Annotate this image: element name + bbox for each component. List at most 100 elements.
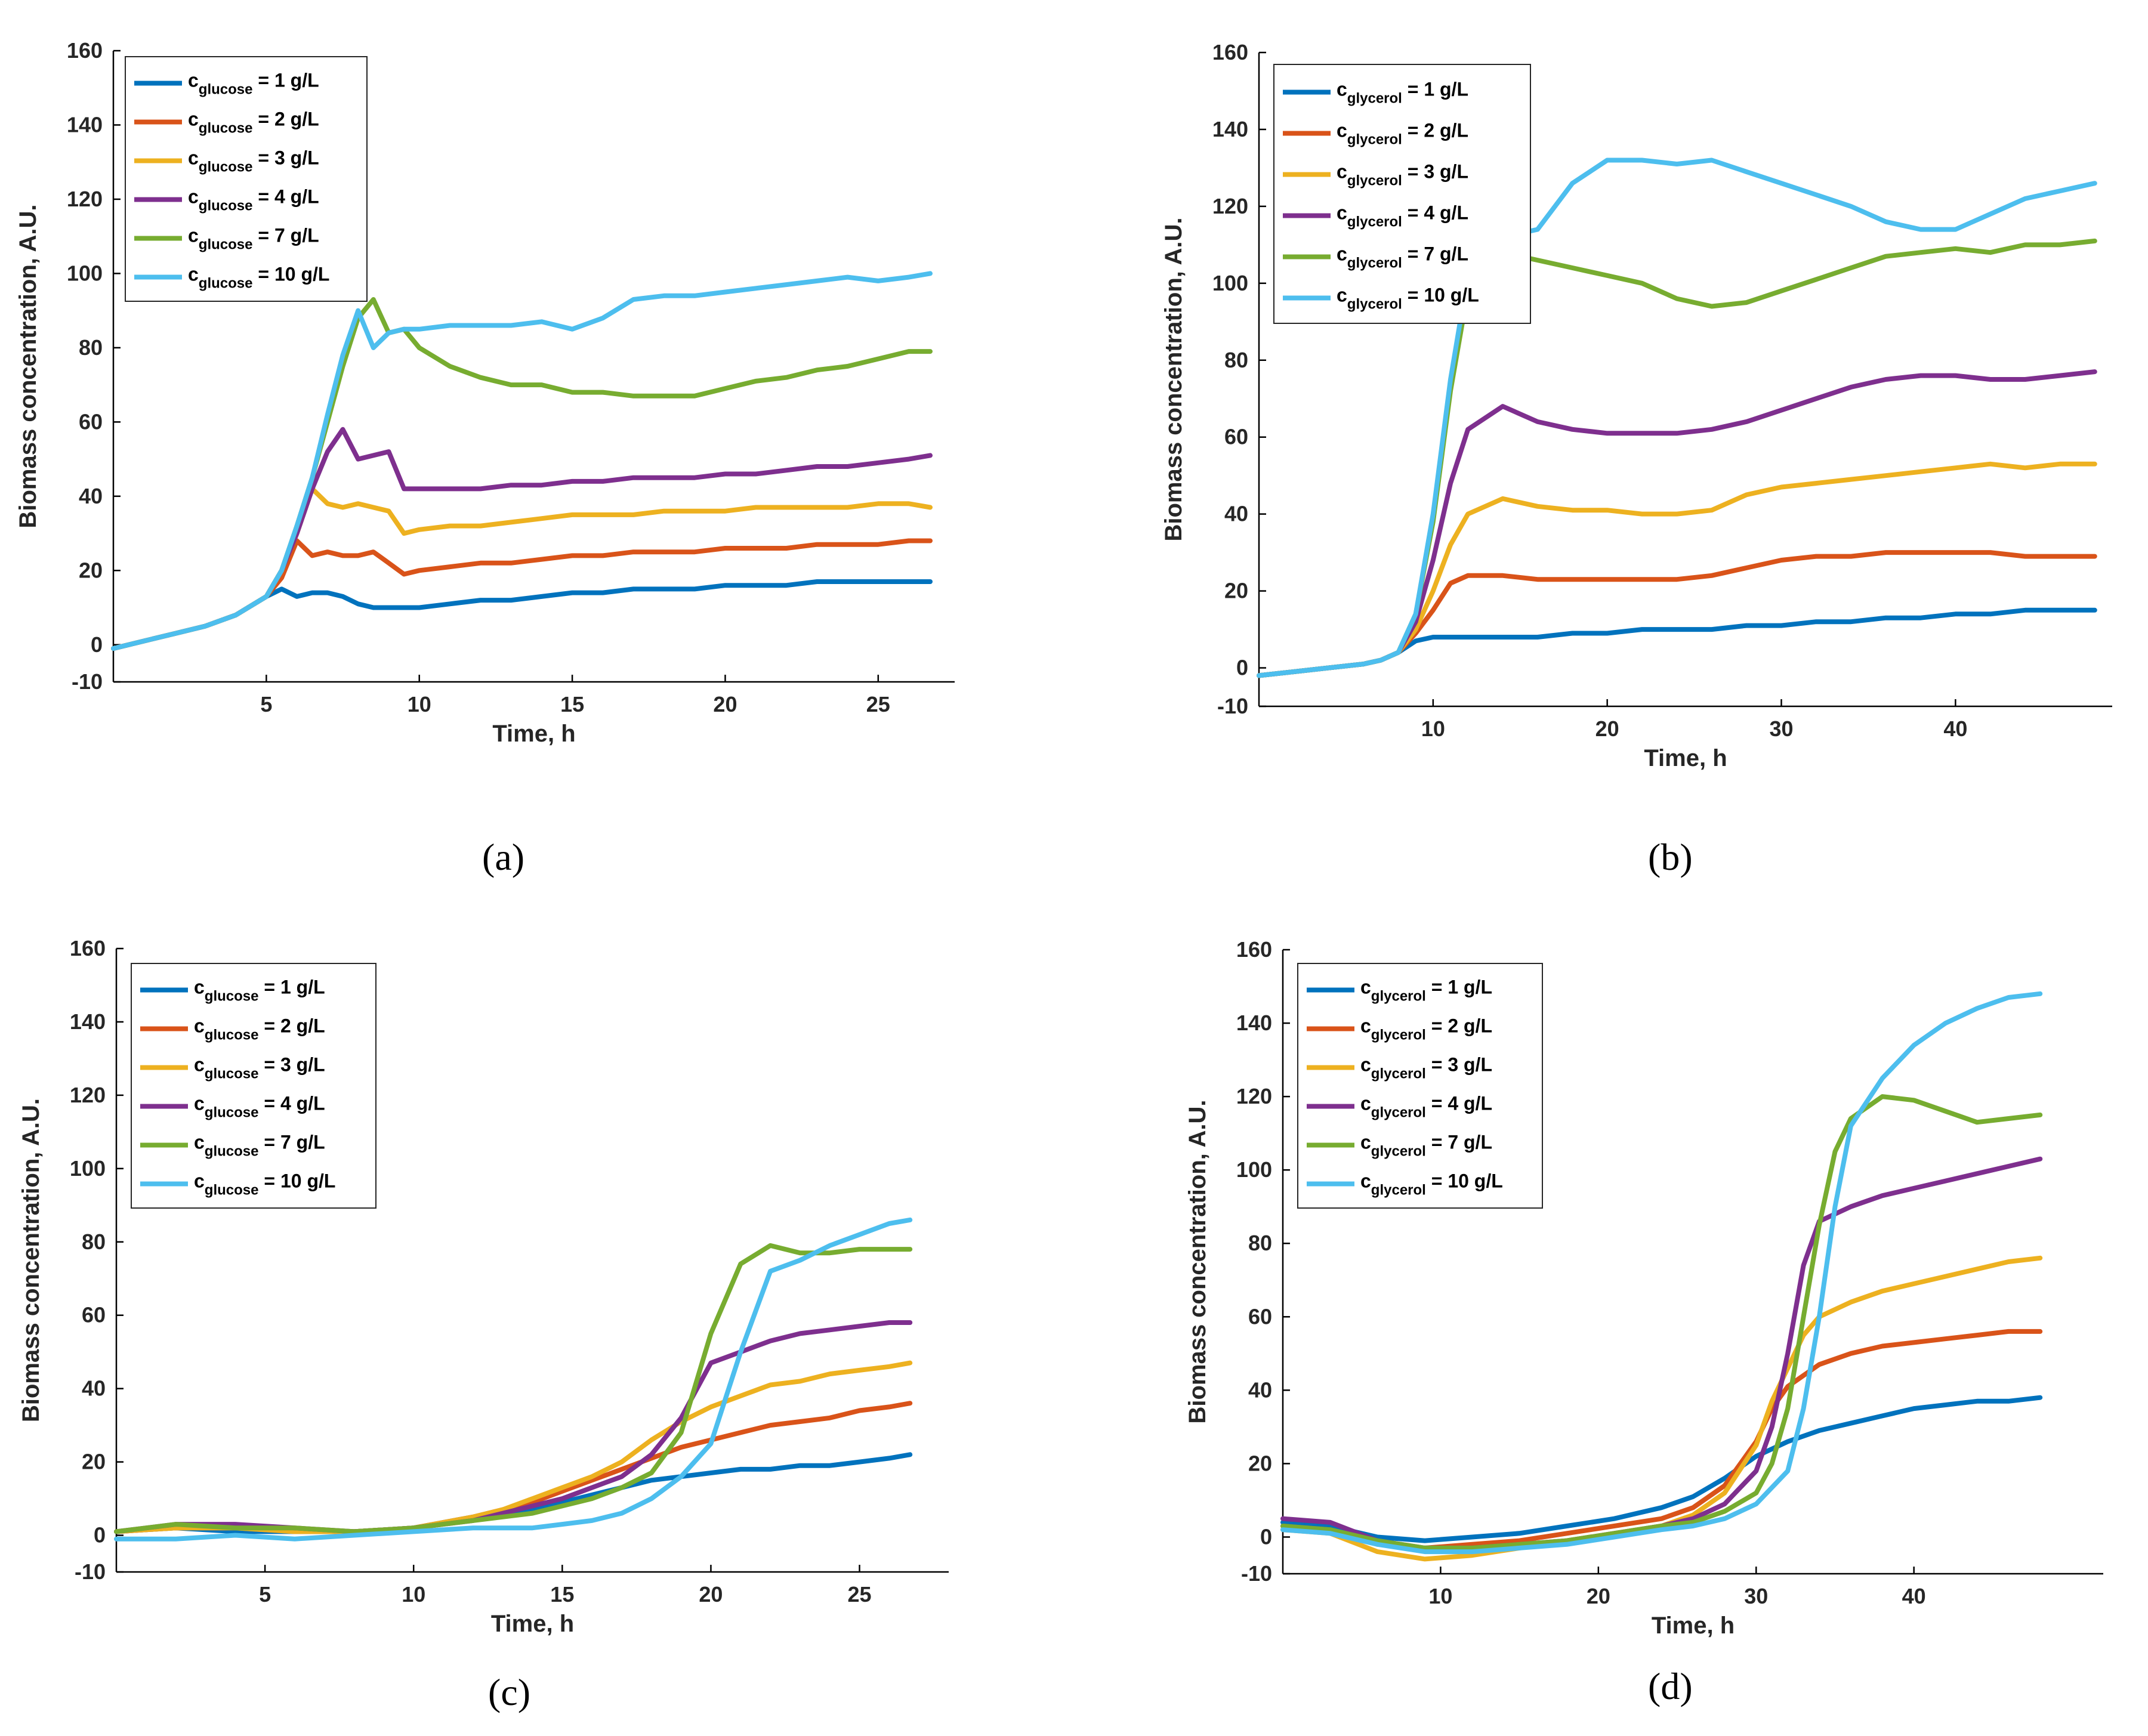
panel-caption-b: (b)	[1648, 836, 1693, 878]
y-axis-label: Biomass concentration, A.U.	[15, 204, 41, 528]
legend-entry: cglucose = 4 g/L	[188, 186, 319, 214]
chart-a: -10 0 20 40 60 80 100 120 140 160 5 10 15 20 25 Time, h…	[15, 38, 955, 747]
legend-entry: cglycerol = 1 g/L	[1360, 977, 1492, 1005]
legend-entry: cglucose = 10 g/L	[188, 264, 329, 292]
x-tick-label: 25	[866, 692, 890, 716]
y-tick-label: 80	[82, 1230, 106, 1254]
series-line-3	[111, 486, 933, 651]
y-tick-label: 120	[1212, 194, 1248, 218]
legend-entry: cglycerol = 10 g/L	[1337, 285, 1479, 313]
y-tick-label: 140	[67, 112, 103, 137]
legend-box	[1273, 64, 1531, 324]
legend-entry: cglycerol = 7 g/L	[1360, 1132, 1492, 1160]
legend-entry: cglucose = 4 g/L	[194, 1093, 325, 1121]
series-line-3	[1257, 461, 2097, 678]
x-tick-label: 5	[259, 1582, 271, 1607]
x-tick-label: 20	[699, 1582, 723, 1607]
legend-entry: cglycerol = 1 g/L	[1337, 79, 1468, 107]
legend-box	[1297, 963, 1543, 1209]
y-tick-label: 0	[1260, 1524, 1272, 1549]
x-tick-label: 40	[1902, 1584, 1926, 1608]
x-tick-label: 20	[713, 692, 737, 716]
x-axis-label: Time, h	[1652, 1613, 1735, 1639]
y-tick-label: 20	[79, 558, 103, 582]
legend-a: cglucose = 1 g/L cglucose = 2 g/L cglucose…	[125, 56, 368, 302]
y-tick-label: 80	[1224, 348, 1248, 372]
x-axis-label: Time, h	[492, 721, 575, 747]
legend-entry: cglucose = 7 g/L	[188, 225, 319, 253]
legend-entry: cglucose = 1 g/L	[194, 977, 325, 1005]
series-line-6	[1280, 991, 2043, 1555]
chart-b: -10 0 20 40 60 80 100 120 140 160 10 20 30 40 Time, h B…	[1161, 40, 2112, 771]
legend-entry: cglucose = 3 g/L	[194, 1054, 325, 1082]
y-tick-label: -10	[72, 669, 103, 694]
y-tick-label: 160	[70, 936, 106, 960]
legend-c: cglucose = 1 g/L cglucose = 2 g/L cglucose…	[131, 963, 376, 1209]
y-tick-label: 100	[70, 1156, 106, 1181]
x-tick-label: 30	[1744, 1584, 1768, 1608]
series-line-1	[111, 579, 933, 651]
y-tick-label: -10	[75, 1559, 106, 1584]
y-tick-label: 120	[70, 1083, 106, 1107]
series-line-2	[111, 538, 933, 651]
series-line-3	[1280, 1255, 2043, 1562]
y-tick-label: 100	[1236, 1157, 1272, 1182]
x-axis-label: Time, h	[1644, 745, 1727, 771]
y-tick-label: 60	[1224, 425, 1248, 449]
y-tick-label: 40	[79, 484, 103, 508]
chart-c: -10 0 20 40 60 80 100 120 140 160 5 10 15 20 25 Time, h…	[18, 936, 949, 1637]
series-line-4	[114, 1320, 913, 1534]
x-tick-label: 10	[1428, 1584, 1452, 1608]
y-tick-label: 40	[1224, 502, 1248, 526]
legend-entry: cglycerol = 4 g/L	[1360, 1093, 1492, 1121]
y-axis-label: Biomass concentration, A.U.	[1161, 217, 1187, 541]
y-tick-label: 20	[82, 1450, 106, 1474]
legend-entry: cglucose = 2 g/L	[188, 109, 319, 137]
y-tick-label: 20	[1248, 1451, 1272, 1475]
y-tick-label: 80	[79, 335, 103, 360]
x-tick-label: 5	[260, 692, 272, 716]
y-tick-label: 100	[67, 261, 103, 285]
legend-entry: cglycerol = 2 g/L	[1337, 120, 1468, 148]
y-tick-label: 60	[79, 409, 103, 434]
panel-caption-c: (c)	[488, 1671, 531, 1713]
series-line-5	[1257, 238, 2097, 678]
series-line-3	[114, 1360, 913, 1534]
x-tick-label: 10	[1421, 716, 1445, 741]
y-tick-label: 0	[1236, 656, 1248, 680]
series-line-2	[114, 1401, 913, 1534]
y-tick-label: 0	[91, 632, 103, 657]
y-tick-label: 160	[1212, 40, 1248, 64]
y-axis-label: Biomass concentration, A.U.	[18, 1098, 44, 1422]
legend-entry: cglucose = 10 g/L	[194, 1170, 335, 1198]
y-tick-label: -10	[1217, 694, 1248, 718]
legend-box	[131, 963, 376, 1209]
y-tick-label: 140	[1212, 117, 1248, 141]
y-tick-label: 140	[70, 1009, 106, 1034]
legend-b: cglycerol = 1 g/L cglycerol = 2 g/L cglyce…	[1273, 64, 1531, 324]
series-line-1	[1257, 607, 2097, 678]
series-line-1	[114, 1452, 913, 1534]
legend-box	[125, 56, 368, 302]
y-tick-label: 40	[1248, 1377, 1272, 1402]
series-line-5	[111, 297, 933, 651]
legend-entry: cglucose = 1 g/L	[188, 70, 319, 98]
y-tick-label: 60	[82, 1303, 106, 1327]
y-tick-label: 0	[94, 1523, 106, 1547]
x-tick-label: 40	[1943, 716, 1967, 741]
series-line-5	[1280, 1094, 2043, 1550]
x-tick-label: 20	[1595, 716, 1619, 741]
y-tick-label: 80	[1248, 1231, 1272, 1255]
x-tick-label: 25	[848, 1582, 872, 1607]
series-line-4	[111, 427, 933, 651]
series-line-4	[1257, 369, 2097, 678]
legend-entry: cglycerol = 3 g/L	[1360, 1054, 1492, 1082]
x-tick-label: 15	[560, 692, 584, 716]
legend-d: cglycerol = 1 g/L cglycerol = 2 g/L cglyce…	[1297, 963, 1543, 1209]
series-line-6	[1257, 157, 2097, 678]
legend-entry: cglycerol = 3 g/L	[1337, 161, 1468, 189]
legend-entry: cglucose = 2 g/L	[194, 1015, 325, 1043]
y-axis-label: Biomass concentration, A.U.	[1184, 1099, 1211, 1423]
y-tick-label: 160	[67, 38, 103, 63]
x-tick-label: 10	[408, 692, 431, 716]
